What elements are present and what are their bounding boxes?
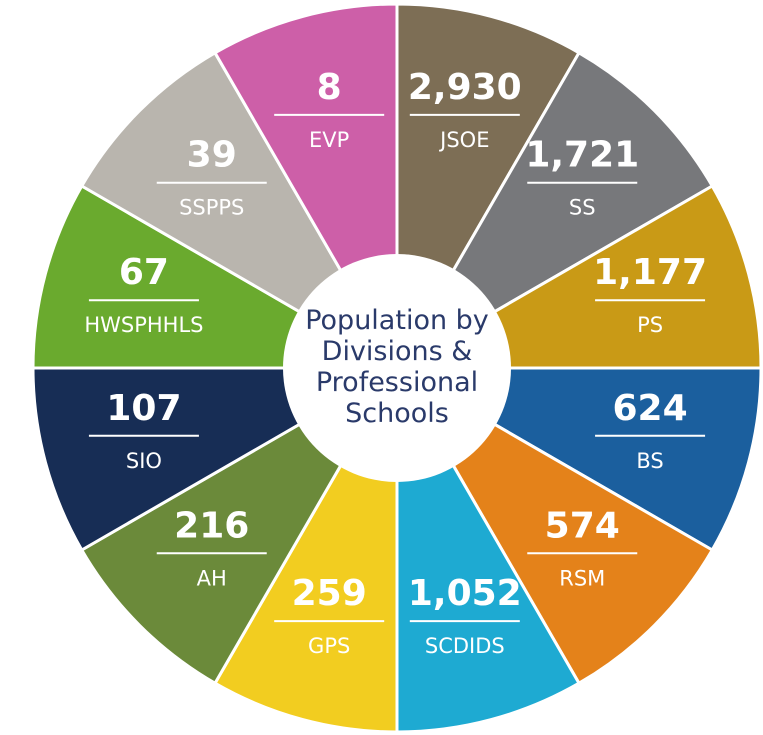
segment-name: SSPPS bbox=[179, 196, 244, 220]
segment-name: GPS bbox=[308, 634, 350, 658]
segment-value: 1,721 bbox=[525, 135, 639, 176]
center-title: Schools bbox=[345, 398, 449, 429]
segment-value: 216 bbox=[174, 505, 249, 546]
segment-name: SIO bbox=[126, 449, 162, 473]
segment-name: HWSPHHLS bbox=[84, 313, 203, 337]
segment-value: 2,930 bbox=[408, 67, 522, 108]
segment-name: SCDIDS bbox=[425, 634, 505, 658]
segment-name: SS bbox=[569, 196, 596, 220]
segment-name: JSOE bbox=[438, 128, 489, 152]
segment-name: AH bbox=[197, 566, 227, 590]
segment-value: 107 bbox=[106, 388, 181, 429]
center-title: Population by bbox=[305, 305, 489, 336]
segment-name: EVP bbox=[309, 128, 349, 152]
segment-value: 39 bbox=[187, 135, 237, 176]
center-title: Professional bbox=[316, 367, 478, 398]
segment-name: RSM bbox=[559, 566, 605, 590]
segment-name: PS bbox=[637, 313, 663, 337]
segment-value: 8 bbox=[317, 67, 342, 108]
segment-value: 574 bbox=[545, 505, 620, 546]
segment-value: 1,052 bbox=[408, 573, 522, 614]
segment-value: 1,177 bbox=[593, 252, 707, 293]
segment-value: 259 bbox=[292, 573, 367, 614]
center-circle bbox=[283, 254, 511, 482]
segment-value: 67 bbox=[119, 252, 169, 293]
segment-value: 624 bbox=[612, 388, 687, 429]
center-title: Divisions & bbox=[322, 336, 473, 367]
segment-name: BS bbox=[636, 449, 663, 473]
